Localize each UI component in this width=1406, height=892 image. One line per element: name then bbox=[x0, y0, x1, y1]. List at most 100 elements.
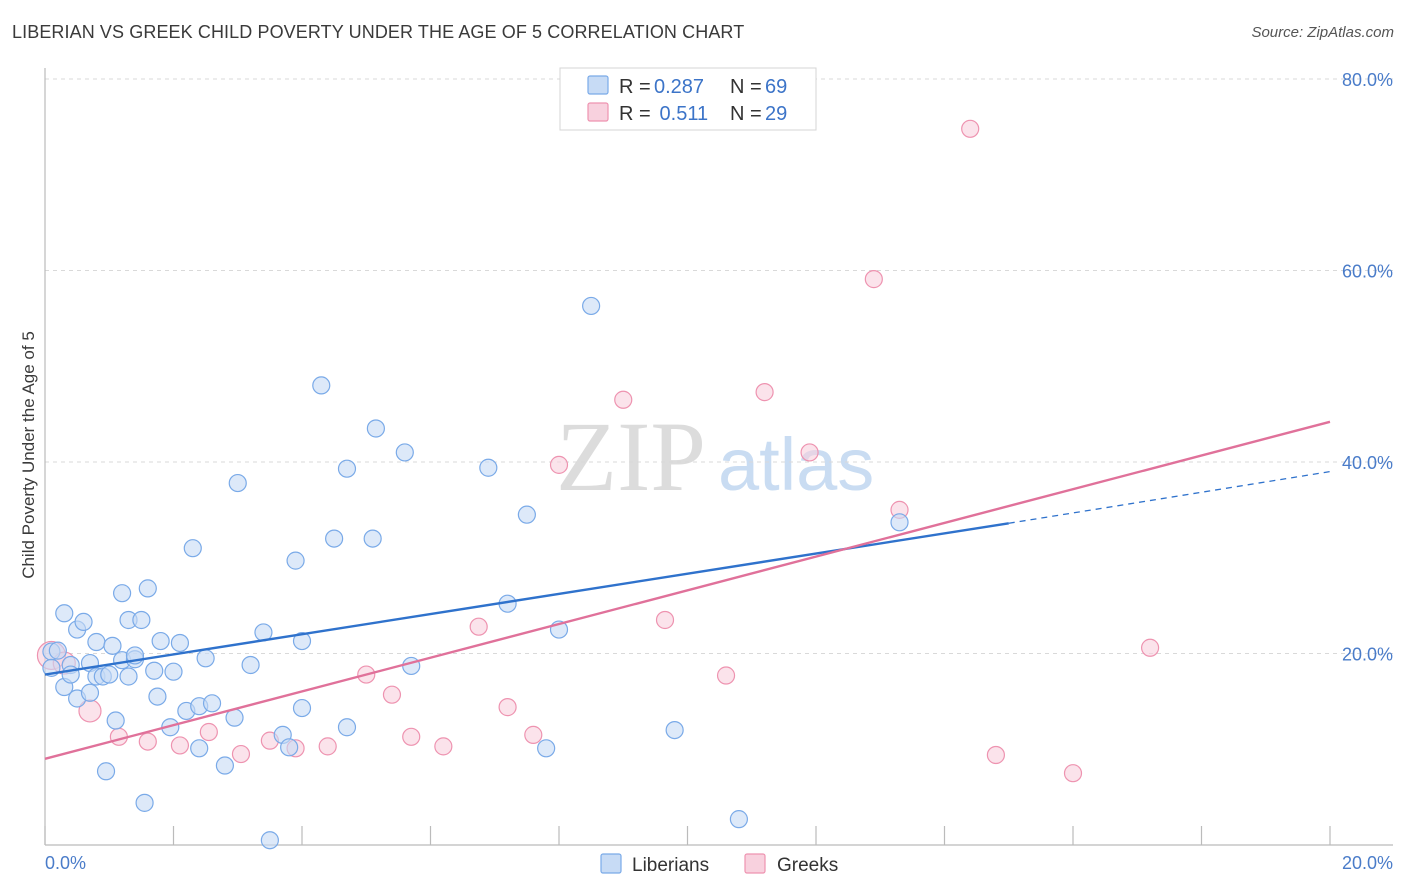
greeks-point-13 bbox=[402, 727, 421, 746]
greeks-point-12 bbox=[382, 685, 402, 704]
legend-r-value-1: 0.511 bbox=[654, 103, 708, 125]
liberians-point-53 bbox=[337, 718, 357, 737]
y-axis-label: Child Poverty Under the Age of 5 bbox=[19, 331, 38, 579]
liberians-point-25 bbox=[132, 610, 151, 630]
x-tick-label-0: 0.0% bbox=[45, 853, 86, 873]
legend-swatch-greeks bbox=[587, 102, 609, 122]
liberians-point-66 bbox=[729, 810, 749, 829]
liberians-point-65 bbox=[665, 720, 684, 740]
greeks-point-20 bbox=[655, 610, 675, 630]
liberians-point-37 bbox=[190, 739, 209, 758]
liberians-point-10 bbox=[80, 683, 100, 702]
liberians-point-28 bbox=[145, 661, 164, 680]
legend-n-value-0: 69 bbox=[765, 76, 787, 98]
liberians-point-30 bbox=[151, 631, 170, 651]
source-label: Source: ZipAtlas.com bbox=[1251, 24, 1394, 41]
greeks-point-7 bbox=[231, 744, 251, 764]
liberians-point-3 bbox=[55, 604, 74, 623]
watermark-zip: ZIP bbox=[556, 401, 706, 512]
liberians-point-45 bbox=[260, 831, 279, 850]
liberians-point-29 bbox=[148, 687, 167, 706]
liberians-point-61 bbox=[517, 505, 536, 524]
legend-r-label-0: R = bbox=[619, 76, 651, 98]
liberians-point-16 bbox=[100, 665, 119, 684]
grid bbox=[45, 78, 1393, 654]
y-tick-label-2: 60.0% bbox=[1342, 262, 1393, 282]
legend-n-label-1: N = bbox=[730, 103, 762, 125]
watermark-atlas: atlas bbox=[718, 423, 874, 506]
bottom-legend-liberians: Liberians bbox=[632, 855, 709, 876]
greeks-point-6 bbox=[199, 722, 218, 742]
greeks-point-22 bbox=[755, 383, 774, 402]
liberians-point-38 bbox=[196, 649, 215, 668]
greeks-trend-line bbox=[44, 420, 1331, 760]
greeks-point-21 bbox=[716, 666, 736, 685]
chart-title: LIBERIAN VS GREEK CHILD POVERTY UNDER TH… bbox=[12, 22, 745, 42]
greeks-point-29 bbox=[1140, 638, 1160, 657]
liberians-point-57 bbox=[395, 443, 414, 462]
liberians-point-62 bbox=[537, 739, 556, 758]
legend-r-label-1: R = bbox=[619, 103, 651, 125]
liberians-point-67 bbox=[890, 513, 909, 532]
bottom-legend-swatch-greeks bbox=[744, 853, 766, 874]
greeks-point-17 bbox=[524, 725, 543, 744]
bottom-legend-greeks: Greeks bbox=[777, 855, 838, 876]
greeks-point-16 bbox=[498, 698, 517, 717]
liberians-point-32 bbox=[164, 662, 183, 681]
liberians-trend-extension bbox=[1008, 470, 1331, 524]
liberians-point-40 bbox=[215, 756, 234, 775]
watermark: ZIP atlas bbox=[556, 401, 874, 512]
liberians-point-56 bbox=[366, 419, 385, 438]
greeks-point-15 bbox=[469, 617, 488, 636]
liberians-point-33 bbox=[170, 633, 190, 653]
liberians-point-12 bbox=[87, 632, 106, 652]
liberians-point-18 bbox=[106, 711, 125, 730]
greeks-point-4 bbox=[138, 732, 157, 751]
liberians-point-2 bbox=[48, 641, 67, 660]
greeks-point-19 bbox=[614, 390, 633, 409]
greeks-point-26 bbox=[961, 119, 980, 138]
liberians-point-27 bbox=[138, 579, 157, 598]
greeks-point-14 bbox=[434, 737, 453, 756]
liberians-point-59 bbox=[479, 458, 498, 477]
greeks-point-5 bbox=[170, 736, 190, 755]
legend-n-label-0: N = bbox=[730, 76, 762, 98]
greeks-point-27 bbox=[986, 745, 1006, 765]
y-tick-label-3: 80.0% bbox=[1342, 70, 1393, 90]
liberians-point-54 bbox=[337, 459, 357, 478]
greeks-point-23 bbox=[800, 443, 819, 462]
liberians-point-64 bbox=[582, 296, 601, 316]
liberians-point-47 bbox=[280, 738, 299, 757]
y-tick-label-0: 20.0% bbox=[1342, 645, 1393, 665]
legend-swatch-liberians bbox=[587, 75, 609, 95]
trend-lines bbox=[44, 420, 1331, 760]
liberians-points bbox=[42, 296, 909, 850]
liberians-point-50 bbox=[292, 698, 312, 718]
y-tick-label-1: 40.0% bbox=[1342, 453, 1393, 473]
liberians-point-49 bbox=[292, 631, 312, 651]
tick-labels: 20.0% 40.0% 60.0% 80.0% 0.0% 20.0% bbox=[45, 70, 1393, 873]
greeks-point-28 bbox=[1063, 764, 1083, 783]
legend: R = 0.287 N = 69 R = 0.511 N = 29 bbox=[559, 67, 817, 131]
bottom-legend-swatch-liberians bbox=[600, 853, 622, 874]
liberians-point-19 bbox=[112, 584, 132, 603]
liberians-point-17 bbox=[103, 636, 122, 655]
liberians-point-35 bbox=[183, 539, 202, 558]
liberians-point-48 bbox=[286, 551, 305, 570]
greeks-point-18 bbox=[549, 455, 569, 474]
liberians-point-55 bbox=[363, 529, 382, 548]
liberians-point-15 bbox=[96, 762, 116, 781]
bottom-legend: Liberians Greeks bbox=[600, 853, 838, 876]
liberians-point-42 bbox=[228, 473, 247, 493]
liberians-point-52 bbox=[325, 529, 344, 548]
greeks-point-10 bbox=[318, 737, 337, 756]
liberians-point-39 bbox=[202, 694, 222, 713]
liberians-point-22 bbox=[119, 667, 138, 686]
greeks-point-24 bbox=[864, 270, 883, 289]
x-tick-label-1: 20.0% bbox=[1342, 853, 1393, 873]
liberians-point-51 bbox=[312, 376, 331, 395]
liberians-point-43 bbox=[241, 655, 260, 675]
liberians-point-26 bbox=[135, 793, 154, 812]
legend-n-value-1: 29 bbox=[765, 103, 787, 125]
